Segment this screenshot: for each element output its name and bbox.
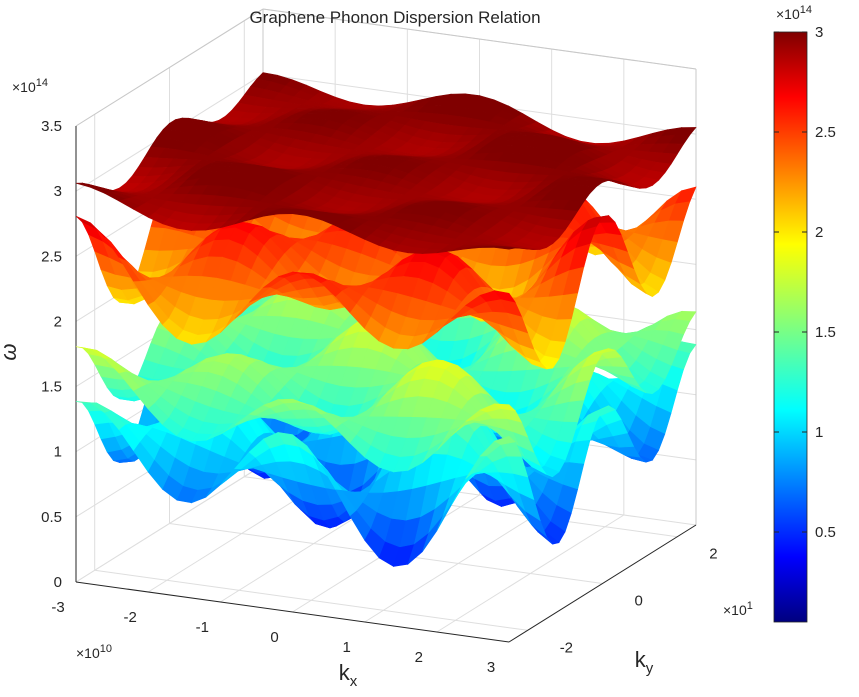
- z-tick-label: 2.5: [41, 248, 62, 265]
- colorbar-tick-label: 2.5: [815, 124, 836, 141]
- colorbar-tick-label: 3: [815, 24, 823, 41]
- surface-patch: [493, 290, 516, 303]
- x-tick-label: 0: [270, 629, 278, 646]
- surface-patch: [493, 435, 516, 445]
- colorbar-tick-label: 2: [815, 224, 823, 241]
- z-tick-label: 0.5: [41, 509, 62, 526]
- x-axis-line: [75, 581, 510, 643]
- colorbar-tick-label: 0.5: [815, 524, 836, 541]
- x-tick-label: 3: [487, 659, 495, 676]
- y-axis-line: [508, 524, 697, 643]
- y-tick-label: 2: [709, 546, 717, 563]
- x-exponent: ×1010: [76, 643, 112, 661]
- chart-title: Graphene Phonon Dispersion Relation: [249, 8, 540, 27]
- z-tick-label: 0: [54, 574, 62, 591]
- z-tick-label: 1.5: [41, 379, 62, 396]
- box-edge: [262, 8, 697, 70]
- y-axis-label: ky: [635, 647, 654, 677]
- colorbar-tick-label: 1.5: [815, 324, 836, 341]
- z-tick-label: 3: [54, 183, 62, 200]
- colorbar-exponent: ×1014: [776, 4, 812, 22]
- x-tick-label: 1: [342, 639, 350, 656]
- colorbar: [773, 31, 808, 623]
- colorbar-ticks: 0.5 1 1.5 2 2.5 3: [774, 24, 836, 541]
- surface-patch: [494, 246, 516, 250]
- y-exponent: ×101: [723, 600, 753, 618]
- x-tick-label: 2: [415, 649, 423, 666]
- grid-line: [94, 569, 528, 631]
- y-tick-label: 0: [635, 593, 643, 610]
- y-tick-label: -2: [560, 639, 573, 656]
- z-tick-label: 3.5: [41, 118, 62, 135]
- surface-plot: [75, 72, 697, 567]
- z-tick-label: 2: [54, 313, 62, 330]
- axis-ticks: -3 -2 -1 0 1 2 3 0 0.5 1 1.5 2 2.5 3 3.5 -2 0 2: [41, 118, 718, 676]
- z-axis-label: ω: [0, 343, 21, 360]
- surface-patch: [493, 403, 517, 412]
- z-tick-label: 1: [54, 444, 62, 461]
- box-edge: [75, 8, 264, 127]
- x-tick-label: -1: [196, 619, 209, 636]
- x-tick-label: -3: [51, 599, 64, 616]
- z-exponent: ×1014: [12, 77, 48, 95]
- x-axis-label: kx: [339, 660, 358, 690]
- colorbar-tick-label: 1: [815, 424, 823, 441]
- x-tick-label: -2: [123, 609, 136, 626]
